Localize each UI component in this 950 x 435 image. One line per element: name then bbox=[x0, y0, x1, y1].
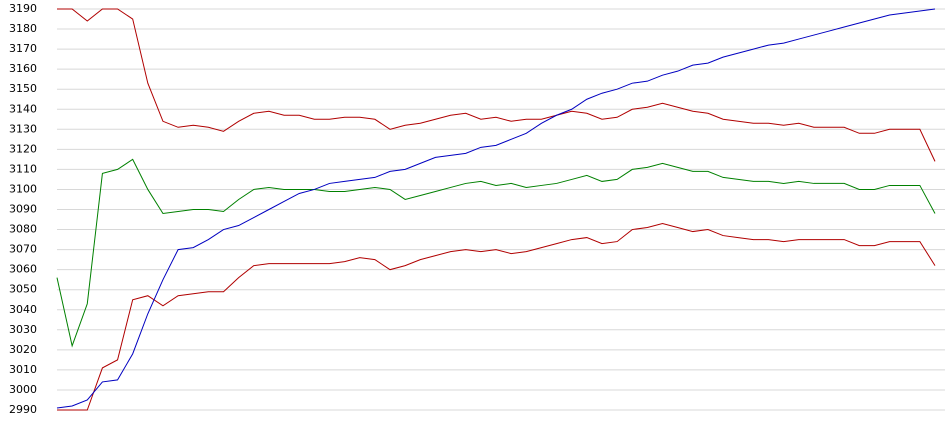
y-tick-label: 3040 bbox=[9, 303, 37, 316]
line-series bbox=[57, 8, 936, 162]
y-tick-label: 3110 bbox=[9, 162, 37, 175]
y-tick-label: 3080 bbox=[9, 223, 37, 236]
line-series bbox=[56, 158, 936, 348]
y-tick-label: 3100 bbox=[9, 182, 37, 195]
y-tick-label: 2990 bbox=[9, 403, 37, 416]
y-tick-label: 3120 bbox=[9, 142, 37, 155]
y-tick-label: 3130 bbox=[9, 122, 37, 135]
y-tick-label: 3090 bbox=[9, 203, 37, 216]
line-series bbox=[57, 223, 936, 411]
y-tick-label: 3000 bbox=[9, 383, 37, 396]
y-tick-label: 3170 bbox=[9, 42, 37, 55]
y-tick-label: 3190 bbox=[9, 2, 37, 15]
y-tick-label: 3180 bbox=[9, 22, 37, 35]
line-series bbox=[56, 8, 936, 409]
y-tick-label: 3070 bbox=[9, 243, 37, 256]
y-tick-label: 3010 bbox=[9, 363, 37, 376]
y-tick-label: 3160 bbox=[9, 62, 37, 75]
y-tick-label: 3060 bbox=[9, 263, 37, 276]
y-tick-label: 3030 bbox=[9, 323, 37, 336]
y-tick-label: 3020 bbox=[9, 343, 37, 356]
y-tick-label: 3150 bbox=[9, 82, 37, 95]
y-tick-label: 3140 bbox=[9, 102, 37, 115]
y-tick-label: 3050 bbox=[9, 283, 37, 296]
